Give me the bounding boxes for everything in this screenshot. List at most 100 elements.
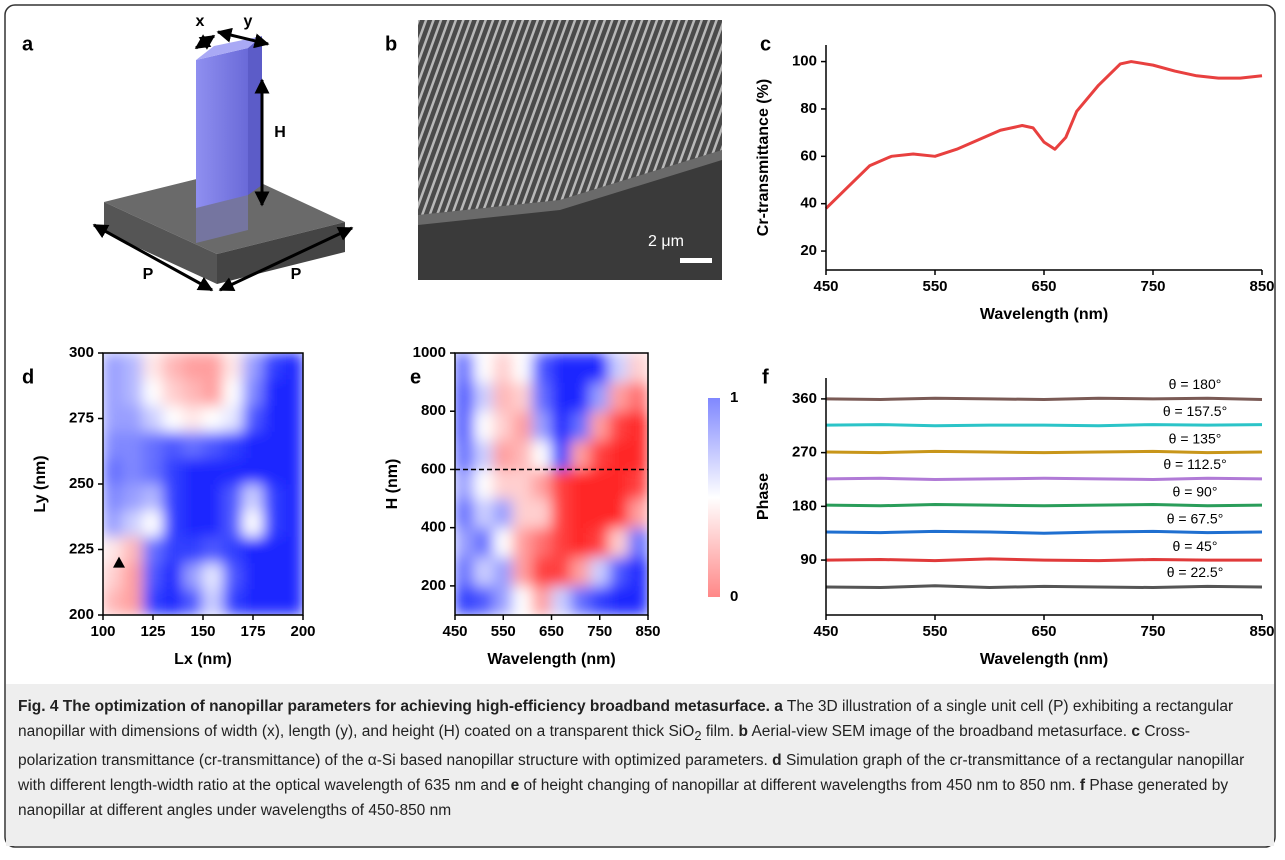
x-tick-label: 750 [1140, 278, 1165, 295]
series-label: θ = 22.5° [1167, 564, 1224, 580]
heatmap-cell [608, 439, 630, 470]
heatmap-cell [103, 431, 124, 459]
heatmap-cell [122, 588, 144, 615]
unit-cell-illustration: a x y H P P [22, 13, 354, 292]
heatmap-cell [531, 353, 552, 383]
heatmap-cell [570, 585, 591, 615]
line-series [825, 396, 1263, 401]
heatmap-cell [162, 588, 184, 615]
series-label: θ = 112.5° [1163, 456, 1226, 472]
x-axis-label: Wavelength (nm) [980, 306, 1108, 323]
heatmap-cell [182, 588, 204, 615]
y-tick-label: 270 [792, 444, 817, 461]
heatmap-cell [222, 535, 244, 564]
panel-letter: e [410, 366, 421, 388]
heatmap-cell [570, 498, 591, 529]
heatmap-cell [103, 535, 124, 564]
heatmap-cell [262, 404, 284, 433]
heatmap-cell [589, 381, 610, 412]
x-tick-label: 550 [922, 623, 947, 640]
heatmap-cell [242, 378, 264, 406]
caption-label: b [738, 723, 749, 740]
heatmap-cell [282, 535, 303, 564]
y-tick-label: 200 [421, 577, 446, 594]
heatmap-cell [531, 468, 552, 500]
heatmap-cell [122, 431, 144, 459]
heatmap-cell [628, 468, 648, 500]
heatmap-cell [142, 353, 164, 380]
series-label: θ = 180° [1169, 376, 1222, 392]
heatmap-cell [473, 468, 495, 500]
heatmap-cell [262, 431, 284, 459]
heatmap-cell [242, 562, 264, 590]
x-tick-label: 650 [1031, 278, 1056, 295]
x-tick-label: 150 [190, 623, 215, 640]
colorbar [708, 398, 720, 597]
line-series [825, 557, 1262, 563]
x-tick-label: 100 [90, 623, 115, 640]
heatmap-cell [142, 378, 164, 406]
y-tick-label: 90 [800, 551, 817, 568]
heatmap-cells [455, 353, 648, 615]
heatmap-cell [242, 535, 264, 564]
heatmap-cell [182, 353, 204, 380]
dimension-label: P [291, 266, 302, 283]
caption-text: Simulation graph of the cr-transmittance… [18, 752, 1245, 795]
heatmap-cell [455, 585, 475, 615]
heatmap-cell [570, 556, 591, 587]
heatmap-cell [282, 404, 303, 433]
heatmap-cell [162, 509, 184, 537]
heatmap-cell [531, 381, 552, 412]
heatmap-cell [142, 404, 164, 433]
heatmap-cell [512, 468, 533, 500]
heatmap-cell [493, 527, 514, 558]
heatmap-cell [493, 585, 514, 615]
heatmap-cell [182, 457, 204, 485]
heatmap-cell [628, 410, 648, 441]
caption-text: Cross-polarization transmittance (cr-tra… [18, 723, 1190, 770]
heatmap-cell [589, 468, 610, 500]
heatmap-cell [551, 381, 572, 412]
heatmap-cell [473, 410, 495, 441]
heatmap-cell [202, 535, 224, 564]
heatmap-cell [551, 498, 572, 529]
heatmap-cell [222, 483, 244, 511]
caption-text: The 3D illustration of a single unit cel… [18, 698, 1234, 740]
heatmap-cell [202, 509, 224, 537]
heatmap-cell [493, 353, 514, 383]
heatmap-cell [473, 353, 495, 383]
x-axis-label: Wavelength (nm) [980, 651, 1108, 668]
heatmap-cell [202, 457, 224, 485]
x-tick-label: 550 [491, 623, 516, 640]
heatmap-cell [531, 410, 552, 441]
heatmap-cell [589, 439, 610, 470]
heatmap-cell [512, 439, 533, 470]
y-tick-label: 275 [69, 409, 94, 426]
heatmap-cell [473, 439, 495, 470]
heatmap-cell [570, 468, 591, 500]
heatmap-cell [512, 410, 533, 441]
y-tick-label: 225 [69, 540, 94, 557]
caption-text: Phase generated by nanopillar at differe… [18, 777, 1229, 820]
y-tick-label: 200 [69, 606, 94, 623]
x-tick-label: 850 [1249, 278, 1274, 295]
heatmap-cell [531, 527, 552, 558]
heatmap-cell [262, 457, 284, 485]
line-series [824, 60, 1263, 210]
x-axis-label: Lx (nm) [174, 651, 232, 668]
heatmap-cell [162, 457, 184, 485]
heatmap [455, 353, 648, 615]
heatmap-cell [103, 588, 124, 615]
y-tick-label: 360 [792, 390, 817, 407]
panel-letter: a [22, 33, 34, 55]
series-label: θ = 45° [1173, 538, 1218, 554]
caption-text: film. [705, 723, 735, 740]
heatmap-cell [282, 483, 303, 511]
heatmap-cell [589, 353, 610, 383]
heatmap-cell [570, 353, 591, 383]
x-tick-label: 550 [922, 278, 947, 295]
heatmap-cell [142, 562, 164, 590]
heatmap-cell [142, 509, 164, 537]
heatmap-cell [222, 509, 244, 537]
